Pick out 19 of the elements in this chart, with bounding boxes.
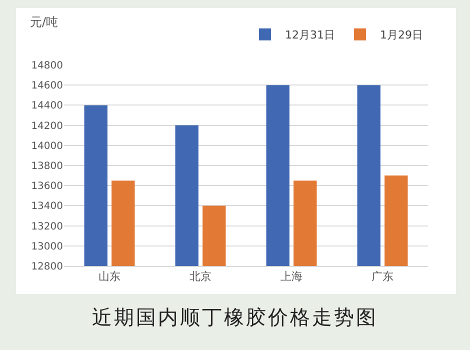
x-tick-label: 广东 [372, 270, 394, 284]
y-tick-label: 12800 [31, 262, 63, 272]
y-axis-title: 元/吨 [30, 15, 58, 29]
legend-label: 12月31日 [285, 28, 335, 42]
y-tick-label: 13000 [31, 241, 63, 252]
y-tick-label: 13400 [31, 201, 63, 212]
x-tick-label: 山东 [98, 270, 120, 284]
y-tick-label: 13800 [31, 161, 63, 172]
x-tick-label: 北京 [190, 270, 212, 284]
y-tick-label: 14200 [31, 120, 63, 132]
y-tick-label: 13600 [31, 181, 63, 192]
y-tick-label: 14000 [31, 140, 63, 152]
legend-label: 1月29日 [380, 28, 423, 42]
y-tick-label: 14800 [31, 60, 63, 72]
text: 近期国内顺丁橡胶价格走势图 [91, 304, 379, 331]
y-tick-label: 14600 [31, 80, 63, 92]
x-tick-label: 上海 [280, 270, 302, 284]
y-tick-label: 13200 [31, 221, 63, 232]
y-tick-label: 14400 [31, 100, 63, 112]
